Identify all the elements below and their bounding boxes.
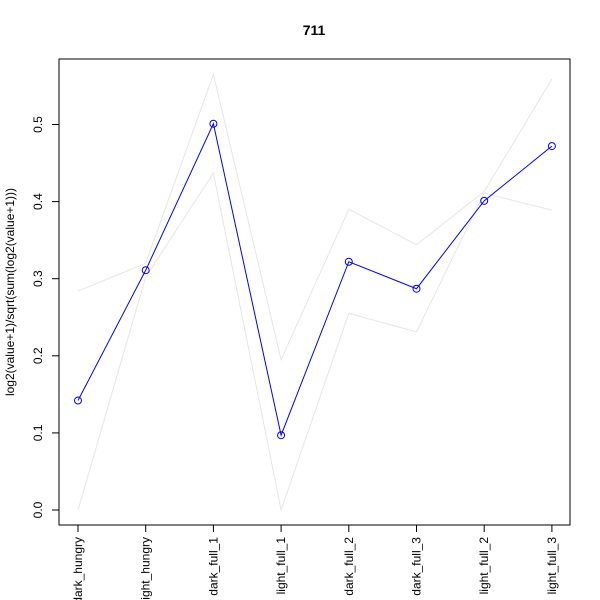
series-line-lower [77,171,553,512]
series-layer [74,72,556,512]
data-point [141,266,150,275]
data-point [277,431,286,440]
y-tick-label: 0.1 [31,424,45,441]
x-tick-label: dark_full_2 [342,537,356,596]
data-point [209,119,218,128]
x-tick-label: dark_full_3 [410,537,424,596]
data-point [547,142,556,151]
data-point [74,396,82,405]
chart-title: 711 [303,22,326,38]
x-axis: dark_hungry light_hungry dark_full_1 light_… [71,524,559,600]
y-tick-label: 0.3 [31,270,45,287]
x-tick-label: dark_full_1 [206,537,220,596]
y-axis-label: log2(value+1)/sqrt(sum(log2(value+1))) [3,188,17,396]
x-tick-label: light_hungry [139,537,153,600]
x-tick-label: light_full_2 [477,537,491,595]
series-line-main [77,122,553,437]
x-tick-label: light_full_1 [274,537,288,595]
y-tick-label: 0.4 [31,193,45,210]
data-point [412,284,421,293]
y-axis: 0.0 0.1 0.2 0.3 0.4 0.5 [31,116,60,518]
plot-frame [58,58,571,526]
y-tick-label: 0.0 [31,501,45,518]
x-tick-label: dark_hungry [71,537,85,600]
data-point [480,196,489,205]
y-tick-label: 0.5 [31,116,45,133]
x-tick-label: light_full_3 [545,537,559,595]
series-line-upper [77,72,553,362]
data-point [344,257,353,266]
y-tick-label: 0.2 [31,347,45,364]
